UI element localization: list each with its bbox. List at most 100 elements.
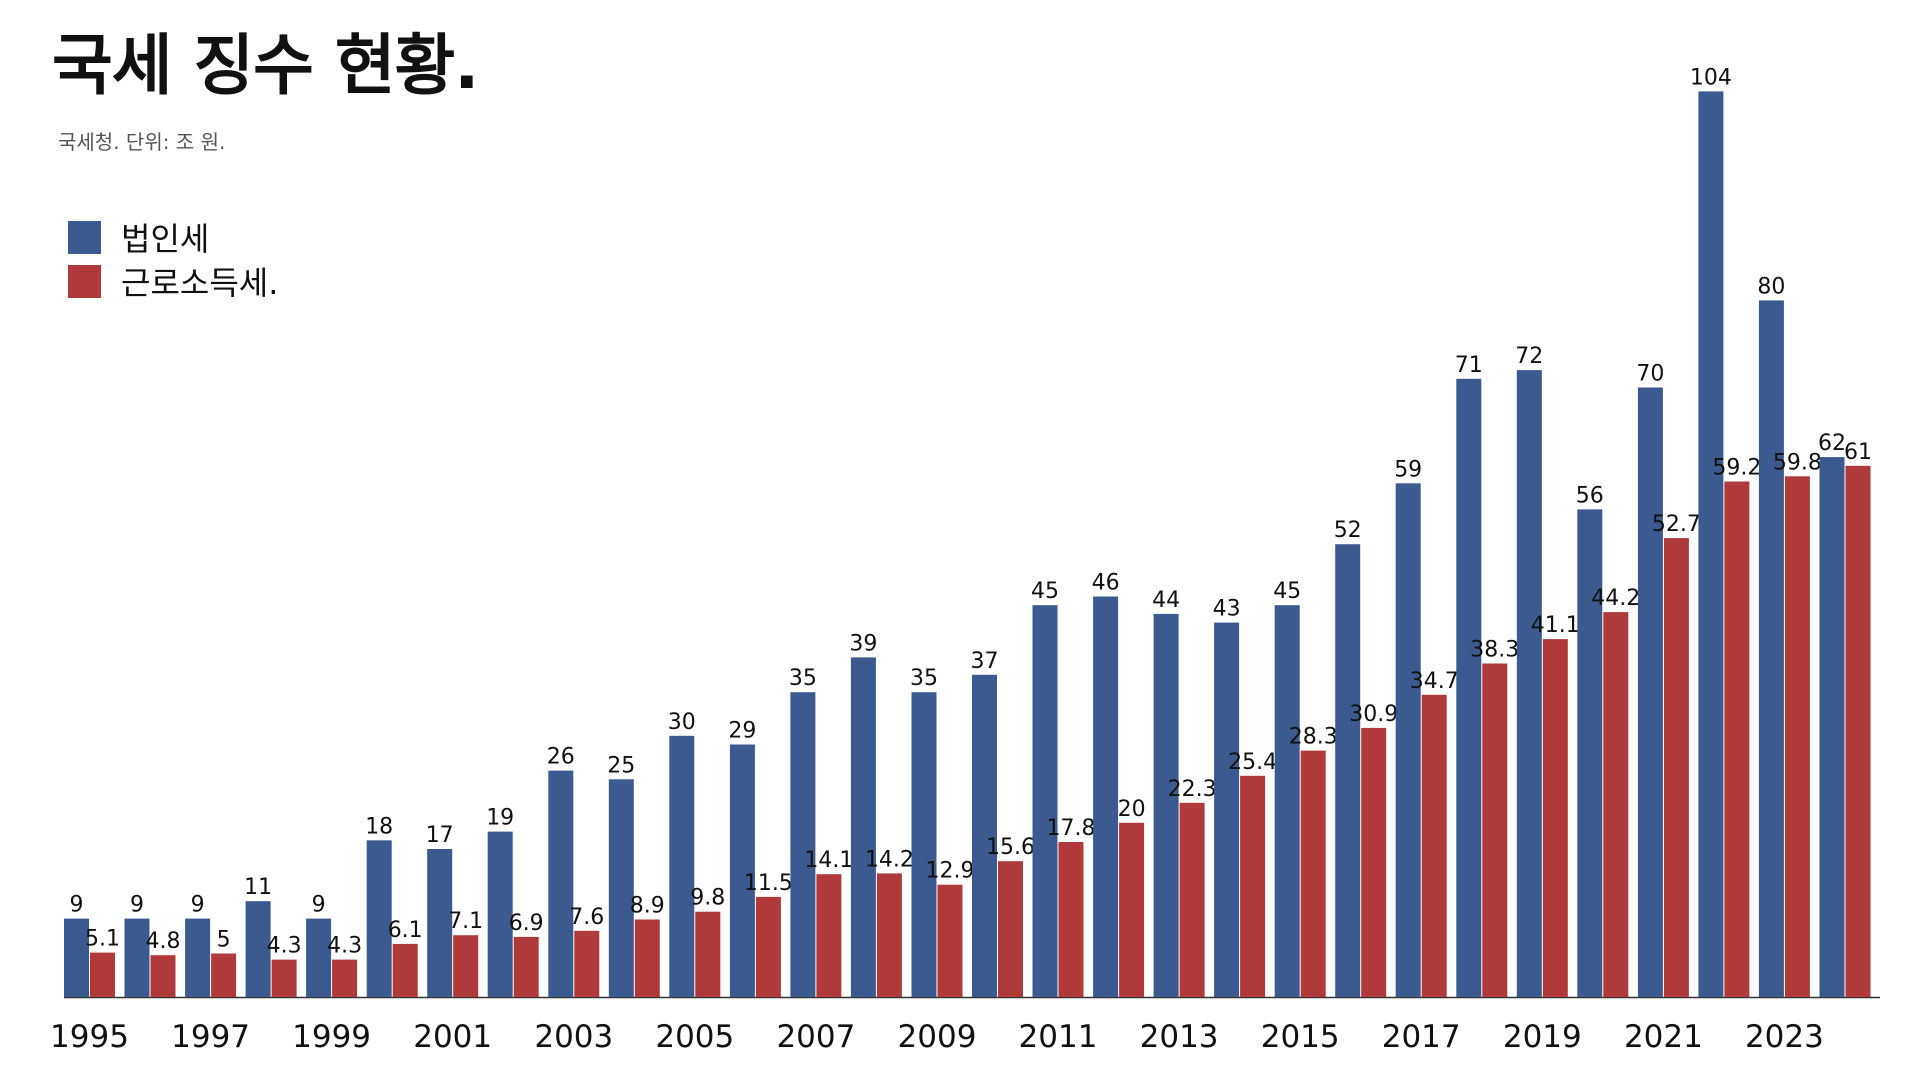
x-tick-label-2019: 2019	[1503, 1019, 1582, 1055]
bar-earned-income-tax-2002	[513, 936, 539, 997]
bar-corporate-tax-2014	[1214, 622, 1240, 997]
bar-corporate-tax-1996	[124, 918, 150, 997]
bar-earned-income-tax-2020	[1603, 612, 1629, 997]
bar-corporate-tax-2020	[1577, 509, 1603, 997]
bar-earned-income-tax-2012	[1119, 822, 1145, 997]
value-label-corporate-tax-2016: 52	[1334, 518, 1362, 543]
bar-earned-income-tax-2011	[1058, 842, 1084, 997]
value-label-corporate-tax-1995: 9	[70, 893, 84, 918]
bar-corporate-tax-2008	[850, 657, 876, 997]
value-label-corporate-tax-2003: 26	[547, 745, 575, 770]
bar-corporate-tax-2002	[487, 831, 513, 997]
bar-corporate-tax-2005	[669, 735, 695, 997]
value-label-corporate-tax-2006: 29	[728, 719, 756, 744]
value-label-earned-income-tax-2022: 59.2	[1712, 456, 1761, 481]
value-label-earned-income-tax-2006: 11.5	[744, 871, 793, 896]
legend-label-corporate-tax: 법인세	[121, 220, 210, 258]
value-label-earned-income-tax-2003: 7.6	[569, 905, 604, 930]
bar-earned-income-tax-2009	[937, 884, 963, 997]
x-tick-label-2021: 2021	[1624, 1019, 1703, 1055]
bar-earned-income-tax-2024	[1845, 465, 1871, 997]
bar-earned-income-tax-2007	[816, 874, 842, 997]
value-label-corporate-tax-2015: 45	[1273, 579, 1301, 604]
value-label-corporate-tax-2019: 72	[1515, 344, 1543, 369]
bar-corporate-tax-2016	[1335, 544, 1361, 997]
bar-corporate-tax-1995	[64, 918, 89, 997]
bar-earned-income-tax-2015	[1300, 750, 1326, 997]
bar-corporate-tax-2004	[608, 779, 634, 997]
x-tick-label-2023: 2023	[1745, 1019, 1824, 1055]
value-label-earned-income-tax-2021: 52.7	[1652, 512, 1701, 537]
bar-earned-income-tax-1995	[90, 952, 115, 997]
bar-earned-income-tax-2018	[1482, 663, 1508, 997]
value-label-earned-income-tax-1995: 5.1	[85, 927, 120, 952]
value-label-earned-income-tax-2009: 12.9	[926, 859, 975, 884]
value-label-earned-income-tax-2011: 17.8	[1047, 816, 1096, 841]
bar-corporate-tax-2022	[1698, 91, 1724, 997]
bar-earned-income-tax-2010	[998, 861, 1023, 997]
x-tick-label-2007: 2007	[776, 1019, 855, 1055]
value-label-corporate-tax-1998: 11	[244, 875, 272, 900]
value-label-corporate-tax-2001: 17	[426, 823, 454, 848]
bar-corporate-tax-1997	[185, 918, 211, 997]
value-label-earned-income-tax-2008: 14.2	[865, 847, 914, 872]
value-label-corporate-tax-2010: 37	[971, 649, 999, 674]
bar-corporate-tax-2019	[1516, 370, 1542, 998]
x-tick-label-2015: 2015	[1261, 1019, 1340, 1055]
value-label-corporate-tax-2008: 39	[849, 631, 877, 656]
bar-earned-income-tax-2023	[1784, 476, 1810, 997]
value-label-earned-income-tax-2012: 20	[1118, 797, 1146, 822]
value-label-earned-income-tax-1996: 4.8	[146, 929, 181, 954]
value-label-corporate-tax-2000: 18	[365, 814, 393, 839]
bar-earned-income-tax-2019	[1542, 639, 1568, 997]
bar-corporate-tax-2009	[911, 692, 937, 997]
bar-earned-income-tax-2005	[695, 911, 721, 997]
value-label-earned-income-tax-2004: 8.9	[630, 894, 665, 919]
bar-earned-income-tax-2013	[1179, 802, 1205, 997]
bar-earned-income-tax-1996	[150, 955, 176, 997]
value-label-corporate-tax-1999: 9	[312, 893, 326, 918]
value-label-earned-income-tax-2013: 22.3	[1168, 777, 1217, 802]
bar-corporate-tax-2010	[972, 674, 997, 997]
x-tick-label-2017: 2017	[1382, 1019, 1461, 1055]
x-tick-label-2005: 2005	[655, 1019, 734, 1055]
bar-corporate-tax-2023	[1758, 300, 1784, 997]
bar-earned-income-tax-2016	[1361, 727, 1387, 997]
bar-earned-income-tax-1999	[332, 959, 358, 997]
bar-corporate-tax-2013	[1153, 613, 1179, 997]
bar-earned-income-tax-2006	[755, 896, 781, 997]
value-label-earned-income-tax-2002: 6.9	[509, 911, 544, 936]
value-label-corporate-tax-2002: 19	[486, 806, 514, 831]
value-label-corporate-tax-1996: 9	[130, 893, 144, 918]
value-label-earned-income-tax-2023: 59.8	[1773, 450, 1822, 475]
value-label-earned-income-tax-2005: 9.8	[690, 886, 725, 911]
bar-corporate-tax-2011	[1032, 605, 1058, 997]
legend: 법인세 근로소득세.	[68, 215, 278, 303]
legend-item-corporate-tax: 법인세	[68, 215, 278, 259]
value-label-corporate-tax-2011: 45	[1031, 579, 1059, 604]
value-label-corporate-tax-2024: 62	[1818, 431, 1846, 456]
legend-item-earned-income-tax: 근로소득세.	[68, 259, 278, 303]
value-label-corporate-tax-2005: 30	[668, 710, 696, 735]
bar-earned-income-tax-2003	[574, 930, 600, 997]
x-tick-label-1997: 1997	[171, 1019, 250, 1055]
bar-earned-income-tax-1997	[211, 953, 237, 997]
bar-earned-income-tax-2008	[876, 873, 902, 997]
value-label-earned-income-tax-2007: 14.1	[804, 848, 853, 873]
value-label-earned-income-tax-2010: 15.6	[986, 835, 1035, 860]
value-label-corporate-tax-2018: 71	[1455, 353, 1483, 378]
x-tick-label-2003: 2003	[534, 1019, 613, 1055]
bar-earned-income-tax-2001	[453, 935, 479, 997]
value-label-corporate-tax-2013: 44	[1152, 588, 1180, 613]
x-tick-label-2013: 2013	[1140, 1019, 1219, 1055]
bar-earned-income-tax-2014	[1240, 775, 1266, 997]
value-label-corporate-tax-2022: 104	[1690, 65, 1732, 90]
value-label-corporate-tax-2012: 46	[1092, 571, 1120, 596]
legend-swatch-corporate-tax	[68, 220, 101, 254]
bar-earned-income-tax-2022	[1724, 481, 1750, 997]
value-label-corporate-tax-2020: 56	[1576, 483, 1604, 508]
value-label-corporate-tax-2017: 59	[1394, 457, 1422, 482]
value-label-corporate-tax-2021: 70	[1636, 362, 1664, 387]
bar-earned-income-tax-1998	[271, 959, 297, 997]
